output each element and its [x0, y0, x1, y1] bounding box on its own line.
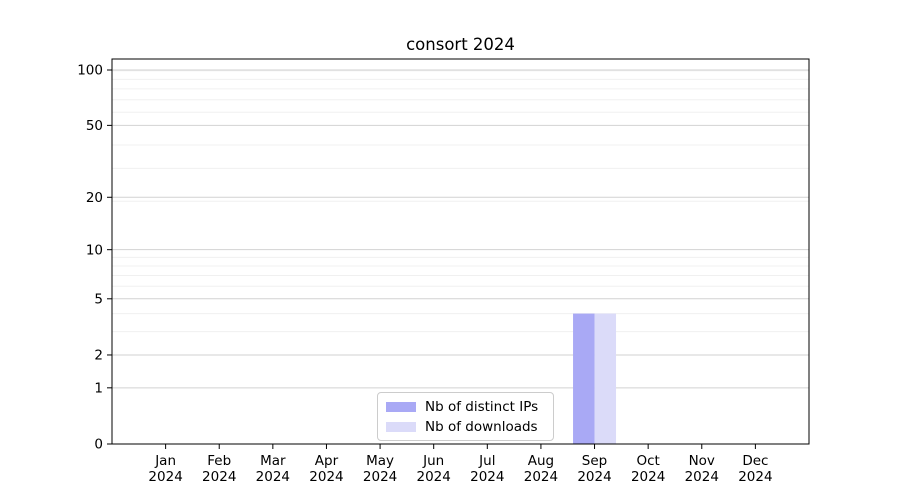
x-tick-label-month: Nov — [689, 453, 715, 469]
legend-swatch-distinct-ips — [386, 401, 416, 412]
legend-swatch-downloads — [386, 421, 416, 432]
y-tick-label: 2 — [94, 348, 103, 364]
bar-sep-series0 — [573, 313, 595, 444]
x-tick-label-year: 2024 — [309, 469, 343, 485]
x-tick-label-month: Jan — [154, 453, 176, 469]
y-tick-label: 0 — [94, 437, 103, 453]
x-tick-label-month: Apr — [315, 453, 339, 469]
x-tick-label-year: 2024 — [202, 469, 236, 485]
x-tick-label-year: 2024 — [363, 469, 397, 485]
x-tick-label-year: 2024 — [256, 469, 290, 485]
x-tick-label-year: 2024 — [631, 469, 665, 485]
y-tick-label: 10 — [86, 242, 103, 258]
x-tick-label-month: Oct — [636, 453, 659, 469]
x-tick-label-month: Feb — [207, 453, 231, 469]
x-tick-label-year: 2024 — [148, 469, 182, 485]
bar-sep-series1 — [594, 313, 617, 444]
x-tick-label-year: 2024 — [470, 469, 504, 485]
legend-item-downloads: Nb of downloads — [386, 418, 544, 435]
chart-title: consort 2024 — [406, 35, 515, 54]
x-tick-label-year: 2024 — [417, 469, 451, 485]
y-tick-label: 5 — [94, 291, 103, 307]
plot-frame — [111, 58, 810, 445]
x-tick-label-month: Dec — [742, 453, 768, 469]
y-tick-label: 1 — [94, 381, 103, 397]
x-tick-label-month: Mar — [260, 453, 286, 469]
x-tick-label-month: Jun — [422, 453, 444, 469]
x-tick-label-year: 2024 — [685, 469, 719, 485]
x-tick-label-month: May — [366, 453, 394, 469]
legend-label-downloads: Nb of downloads — [425, 418, 538, 435]
legend-label-distinct-ips: Nb of distinct IPs — [425, 398, 539, 415]
legend-item-distinct-ips: Nb of distinct IPs — [386, 398, 544, 415]
x-tick-label-year: 2024 — [577, 469, 611, 485]
y-tick-label: 50 — [86, 118, 103, 134]
x-tick-label-month: Sep — [582, 453, 607, 469]
x-tick-label-year: 2024 — [738, 469, 772, 485]
y-tick-label: 20 — [86, 190, 103, 206]
y-tick-label: 100 — [77, 63, 103, 79]
legend: Nb of distinct IPs Nb of downloads — [377, 392, 554, 441]
x-tick-label-year: 2024 — [524, 469, 558, 485]
x-tick-label-month: Aug — [528, 453, 554, 469]
x-tick-label-month: Jul — [478, 453, 495, 469]
